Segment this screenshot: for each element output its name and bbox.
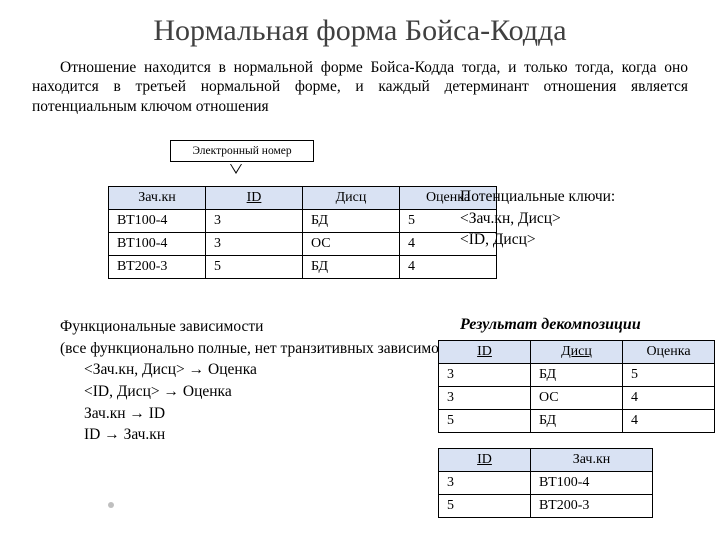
- table-cell: БД: [303, 210, 400, 233]
- table-header-cell: Зач.кн: [531, 449, 653, 472]
- table-cell: ВТ200-3: [531, 495, 653, 518]
- callout-label: Электронный номер: [170, 140, 314, 162]
- fd-item: <Зач.кн, Дисц> → Оценка: [84, 359, 478, 381]
- table-row: ВТ100-43БД5: [109, 210, 497, 233]
- table-cell: 3: [206, 233, 303, 256]
- table-cell: ВТ100-4: [109, 233, 206, 256]
- fd-item: <ID, Дисц> → Оценка: [84, 381, 478, 403]
- table-row: 3ВТ100-4: [439, 472, 653, 495]
- table-cell: 3: [439, 364, 531, 387]
- table-cell: ВТ100-4: [531, 472, 653, 495]
- decorative-bullet: [108, 502, 114, 508]
- table-row: ВТ200-35БД4: [109, 256, 497, 279]
- table-cell: 4: [400, 256, 497, 279]
- table-row: 5ВТ200-3: [439, 495, 653, 518]
- table-cell: 3: [206, 210, 303, 233]
- keys-item: <Зач.кн, Дисц>: [460, 208, 615, 230]
- fd-item: ID → Зач.кн: [84, 424, 478, 446]
- table-cell: ОС: [303, 233, 400, 256]
- table-cell: БД: [303, 256, 400, 279]
- result-title: Результат декомпозиции: [460, 316, 641, 334]
- table-cell: ВТ200-3: [109, 256, 206, 279]
- table-cell: ВТ100-4: [109, 210, 206, 233]
- table-row: 3БД5: [439, 364, 715, 387]
- table-header-cell: ID: [439, 341, 531, 364]
- table-cell: 5: [439, 410, 531, 433]
- fd-item: Зач.кн → ID: [84, 403, 478, 425]
- table-cell: БД: [531, 410, 623, 433]
- table-header-cell: Зач.кн: [109, 187, 206, 210]
- potential-keys: Потенциальные ключи: <Зач.кн, Дисц> <ID,…: [460, 186, 615, 251]
- table-cell: 5: [206, 256, 303, 279]
- table-cell: ОС: [531, 387, 623, 410]
- callout-leader: [230, 164, 242, 174]
- definition-text: Отношение находится в нормальной форме Б…: [32, 58, 688, 116]
- keys-title: Потенциальные ключи:: [460, 186, 615, 208]
- table-header-cell: Дисц: [303, 187, 400, 210]
- keys-item: <ID, Дисц>: [460, 229, 615, 251]
- table-cell: 3: [439, 387, 531, 410]
- table-header-cell: Оценка: [623, 341, 715, 364]
- table-cell: 3: [439, 472, 531, 495]
- table-row: 5БД4: [439, 410, 715, 433]
- result-table-2: IDЗач.кн3ВТ100-45ВТ200-3: [438, 448, 653, 518]
- fd-subtitle: (все функционально полные, нет транзитив…: [60, 338, 478, 360]
- table-row: 3ОС4: [439, 387, 715, 410]
- result-table-1: IDДисцОценка3БД53ОС45БД4: [438, 340, 715, 433]
- slide-title: Нормальная форма Бойса-Кодда: [0, 14, 720, 48]
- table-header-cell: ID: [439, 449, 531, 472]
- table-row: ВТ100-43ОС4: [109, 233, 497, 256]
- table-header-cell: ID: [206, 187, 303, 210]
- main-table: Зач.кнIDДисцОценкаВТ100-43БД5ВТ100-43ОС4…: [108, 186, 497, 279]
- table-cell: 5: [439, 495, 531, 518]
- table-cell: 4: [623, 387, 715, 410]
- table-cell: 5: [623, 364, 715, 387]
- functional-dependencies: Функциональные зависимости (все функцион…: [60, 316, 478, 446]
- table-cell: БД: [531, 364, 623, 387]
- table-header-cell: Дисц: [531, 341, 623, 364]
- table-cell: 4: [623, 410, 715, 433]
- fd-title: Функциональные зависимости: [60, 316, 478, 338]
